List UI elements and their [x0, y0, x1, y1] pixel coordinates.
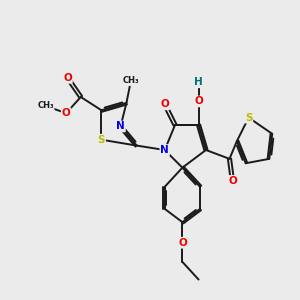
Text: N: N [116, 122, 125, 131]
Text: O: O [228, 176, 237, 186]
Text: O: O [63, 73, 72, 83]
Text: H: H [194, 77, 203, 87]
Text: N: N [160, 145, 169, 155]
Text: O: O [160, 99, 169, 110]
Text: O: O [62, 108, 70, 118]
Text: O: O [178, 238, 187, 248]
Text: CH₃: CH₃ [37, 101, 54, 110]
Text: S: S [245, 112, 252, 123]
Text: O: O [194, 96, 203, 106]
Text: S: S [98, 135, 105, 145]
Text: CH₃: CH₃ [122, 76, 139, 85]
